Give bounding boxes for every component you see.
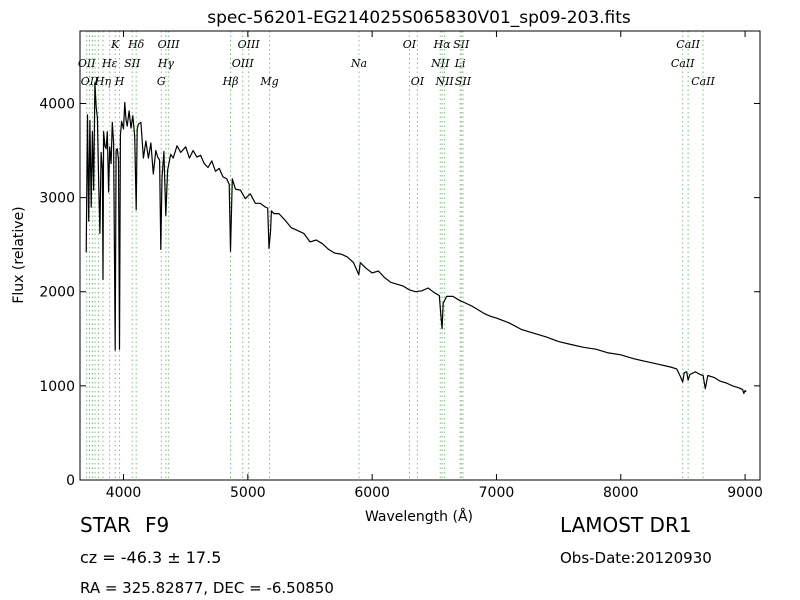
spectral-line-label: NII <box>430 57 450 70</box>
x-axis-label: Wavelength (Å) <box>365 508 473 525</box>
y-tick-label: 2000 <box>39 285 75 301</box>
spectral-line-label: OI <box>403 38 417 51</box>
spectral-line-label: OII <box>78 57 96 70</box>
spectral-line-label: OIII <box>232 57 255 70</box>
observation-date: Obs-Date:20120930 <box>560 549 712 567</box>
x-tick-label: 6000 <box>354 485 390 501</box>
spectral-line-label: Hη <box>94 75 112 88</box>
spectral-line-label: SII <box>453 38 470 51</box>
plot-frame <box>79 30 761 481</box>
x-tick-label: 9000 <box>727 485 763 501</box>
plot-axes <box>79 30 761 481</box>
spectral-line-label: Na <box>350 57 367 70</box>
redshift-cz: cz = -46.3 ± 17.5 <box>80 548 222 567</box>
y-tick-label: 0 <box>66 473 75 489</box>
spectrum-series <box>85 82 747 394</box>
y-tick-label: 1000 <box>39 379 75 395</box>
spectral-line-markers: OIIOIIHηHεKHSIIHδGHγOIIIHβOIIIOIIIMgNaOI… <box>78 31 716 480</box>
spectral-line-label: CaII <box>676 38 700 51</box>
x-tick-label: 4000 <box>106 485 142 501</box>
x-tick-label: 8000 <box>603 485 639 501</box>
spectral-line-label: Hε <box>101 57 118 70</box>
spectral-line-label: SII <box>455 75 472 88</box>
axis-ticks: 4000 5000 6000 7000 8000 9000 0 1000 2000 3000 400… <box>39 31 763 501</box>
spectrum-line <box>85 82 747 394</box>
y-axis-label: Flux (relative) <box>11 206 27 303</box>
spectral-line-label: Hδ <box>127 38 145 51</box>
spectral-line-label: Hβ <box>222 75 239 88</box>
spectral-line-label: Hγ <box>157 57 175 70</box>
survey-name: LAMOST DR1 <box>560 513 692 537</box>
spectral-line-label: G <box>157 75 166 88</box>
subclass-label: F9 <box>144 513 170 537</box>
spectral-line-label: Hα <box>433 38 452 51</box>
x-tick-label: 7000 <box>479 485 515 501</box>
spectral-line-label: CaII <box>691 75 715 88</box>
y-tick-label: 3000 <box>39 191 75 207</box>
class-label: STAR <box>80 513 131 537</box>
spectral-line-label: CaII <box>671 57 695 70</box>
spectral-line-label: H <box>114 75 125 88</box>
chart-title: spec-56201-EG214025S065830V01_sp09-203.f… <box>207 8 631 28</box>
spectral-line-label: SII <box>124 57 141 70</box>
spectral-line-label: OI <box>411 75 425 88</box>
spectral-line-label: Li <box>454 57 466 70</box>
spectral-line-label: K <box>110 38 120 51</box>
spectral-line-label: OIII <box>158 38 181 51</box>
object-class: STAR F9 <box>80 513 169 537</box>
spectral-line-label: Mg <box>259 75 278 88</box>
x-tick-label: 5000 <box>230 485 266 501</box>
spectral-line-label: NII <box>434 75 454 88</box>
y-tick-label: 4000 <box>39 96 75 112</box>
spectral-line-label: OIII <box>238 38 261 51</box>
ra-dec-coordinates: RA = 325.82877, DEC = -6.50850 <box>80 579 334 597</box>
